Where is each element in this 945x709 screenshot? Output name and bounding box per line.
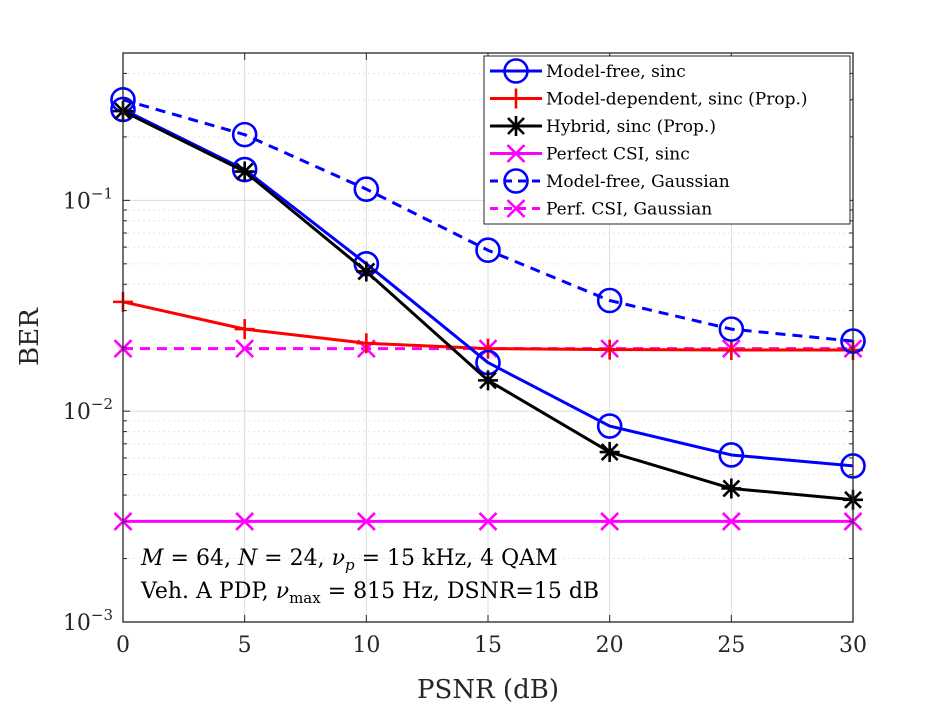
data-point-x bbox=[235, 511, 255, 531]
data-point-asterisk bbox=[599, 442, 620, 463]
legend: Model-free, sinc Model-dependent, sinc (P… bbox=[483, 55, 851, 225]
x-tick-label: 20 bbox=[596, 633, 624, 658]
x-tick-label: 25 bbox=[717, 633, 745, 658]
data-point-circle bbox=[596, 287, 623, 314]
y-tick-label: 10−3 bbox=[63, 606, 113, 636]
legend-label: Model-free, Gaussian bbox=[546, 172, 730, 192]
x-tick-label: 30 bbox=[839, 633, 867, 658]
data-point-asterisk bbox=[478, 370, 498, 391]
annot2-nu: ν bbox=[276, 579, 289, 604]
legend-marker bbox=[503, 58, 529, 84]
x-tick-label: 5 bbox=[238, 633, 252, 658]
annot2-pre: Veh. A PDP, bbox=[140, 579, 276, 604]
annot-eq2: = 24, bbox=[257, 546, 331, 571]
legend-label: Model-dependent, sinc (Prop.) bbox=[546, 90, 808, 110]
annotation-line-1: M = 64, N = 24, νp = 15 kHz, 4 QAM bbox=[140, 546, 558, 574]
legend-label: Perf. CSI, Gaussian bbox=[546, 200, 712, 220]
legend-marker bbox=[506, 144, 526, 163]
data-point-plus bbox=[721, 340, 742, 361]
data-point-circle bbox=[475, 237, 501, 264]
annot-n: N bbox=[237, 546, 258, 571]
x-tick-label: 0 bbox=[116, 633, 130, 658]
legend-marker bbox=[506, 88, 526, 109]
data-point-plus bbox=[234, 319, 255, 340]
legend-label: Hybrid, sinc (Prop.) bbox=[546, 117, 716, 137]
annot2-eq: = 815 Hz, DSNR=15 dB bbox=[321, 579, 599, 604]
legend-marker bbox=[506, 199, 526, 218]
legend-entry: Perfect CSI, sinc bbox=[490, 144, 690, 165]
legend-marker bbox=[506, 116, 526, 136]
tick-labels: 0 5 10 15 20 25 30 10−3 10−2 10−1 bbox=[63, 184, 867, 658]
annot-m: M bbox=[140, 546, 164, 571]
legend-entry: Model-dependent, sinc (Prop.) bbox=[490, 88, 808, 110]
y-tick-label: 10−2 bbox=[63, 395, 113, 425]
x-tick-label: 10 bbox=[352, 633, 380, 658]
data-point-x bbox=[721, 511, 741, 531]
x-axis-title: PSNR (dB) bbox=[417, 675, 559, 705]
data-point-asterisk bbox=[356, 261, 377, 282]
legend-entry: Perf. CSI, Gaussian bbox=[490, 199, 712, 220]
data-point-asterisk bbox=[234, 161, 255, 182]
data-point-asterisk bbox=[721, 478, 742, 499]
data-point-circle bbox=[353, 176, 380, 202]
annot-eq3: = 15 kHz, 4 QAM bbox=[355, 546, 558, 571]
data-point-plus bbox=[478, 338, 498, 359]
series-line bbox=[122, 98, 854, 343]
annotation: M = 64, N = 24, νp = 15 kHz, 4 QAM Veh. … bbox=[140, 546, 599, 607]
data-point-circle bbox=[231, 121, 258, 148]
annot-nu: ν bbox=[332, 546, 345, 571]
data-point-plus bbox=[356, 333, 377, 354]
legend-marker bbox=[503, 168, 529, 194]
y-axis-title: BER bbox=[15, 307, 45, 366]
x-tick-label: 15 bbox=[474, 633, 502, 658]
data-point-plus bbox=[599, 339, 620, 360]
data-point-circle bbox=[596, 413, 623, 439]
y-tick-label: 10−1 bbox=[63, 184, 113, 214]
legend-entry: Hybrid, sinc (Prop.) bbox=[490, 116, 716, 137]
annot2-sub: max bbox=[289, 589, 321, 607]
legend-label: Perfect CSI, sinc bbox=[546, 145, 690, 165]
legend-label: Model-free, sinc bbox=[546, 62, 686, 82]
legend-entry: Model-free, Gaussian bbox=[490, 168, 730, 194]
data-point-circle bbox=[718, 442, 745, 468]
annotation-line-2: Veh. A PDP, νmax = 815 Hz, DSNR=15 dB bbox=[140, 579, 599, 607]
annot-eq1: = 64, bbox=[164, 546, 238, 571]
data-point-x bbox=[478, 511, 498, 531]
legend-entry: Model-free, sinc bbox=[490, 58, 686, 84]
data-point-x bbox=[235, 339, 255, 359]
data-point-x bbox=[356, 511, 376, 531]
data-point-circle bbox=[718, 316, 745, 342]
data-point-x bbox=[600, 511, 620, 531]
series-4 bbox=[110, 86, 866, 354]
annot-nu-sub: p bbox=[345, 556, 355, 574]
legend-box bbox=[483, 55, 851, 225]
